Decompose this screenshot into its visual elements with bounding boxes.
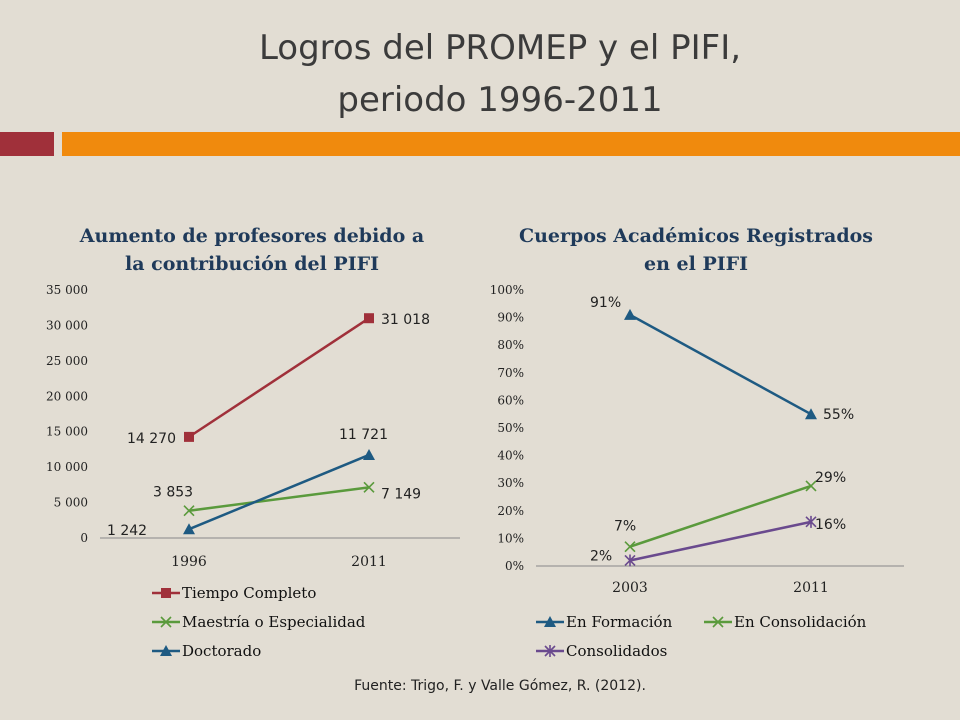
data-label: 16% [815, 517, 846, 533]
y-tick-label: 20% [497, 504, 524, 518]
data-label: 7% [614, 519, 636, 535]
series-line [629, 520, 812, 562]
legend-marker [161, 588, 171, 598]
data-point [183, 523, 195, 535]
legend-marker [712, 616, 724, 628]
data-label: 29% [815, 470, 846, 486]
data-point [624, 541, 636, 553]
chart-title-line: la contribución del PIFI [125, 253, 379, 275]
data-label: 31 018 [381, 312, 430, 328]
data-point [805, 480, 817, 492]
chart-1: Aumento de profesores debido a la contrib… [46, 225, 460, 660]
y-tick-label: 60% [497, 393, 524, 407]
y-tick-label: 30% [497, 476, 524, 490]
y-tick-label: 70% [497, 366, 524, 380]
data-point [624, 554, 636, 567]
chart-title-line: Aumento de profesores debido a [79, 225, 424, 247]
y-tick-label: 10% [497, 531, 524, 545]
data-point [184, 431, 194, 442]
data-point [363, 481, 375, 493]
chart-2: Cuerpos Académicos Registrados en el PIFI… [490, 225, 904, 660]
data-label: 7 149 [381, 486, 421, 502]
x-tick-label: 1996 [171, 554, 207, 570]
title-line-2: periodo 1996-2011 [337, 80, 663, 120]
data-label: 55% [823, 407, 854, 423]
y-tick-label: 90% [497, 311, 524, 325]
legend-label: Consolidados [566, 642, 667, 660]
x-tick-label: 2003 [612, 580, 648, 596]
data-point [364, 313, 374, 324]
title-line-1: Logros del PROMEP y el PIFI, [258, 28, 742, 68]
legend-label: En Consolidación [734, 613, 867, 631]
y-tick-label: 10 000 [46, 460, 88, 474]
data-label: 3 853 [153, 485, 193, 501]
data-point [805, 515, 817, 528]
accent-bar-orange [62, 132, 960, 156]
series-line [188, 486, 370, 512]
y-tick-label: 30 000 [46, 318, 88, 332]
data-point [624, 308, 636, 320]
data-label: 14 270 [127, 431, 176, 447]
y-tick-label: 0 [80, 531, 88, 545]
y-tick-label: 15 000 [46, 425, 88, 439]
y-tick-label: 25 000 [46, 354, 88, 368]
legend-label: Doctorado [182, 642, 261, 660]
data-label: 91% [590, 295, 621, 311]
x-tick-label: 2011 [351, 554, 387, 570]
series-en-consolidación: 7% 29% [614, 470, 846, 553]
series-line [629, 484, 812, 548]
series-line [629, 313, 812, 416]
legend-marker [160, 616, 172, 628]
data-point [805, 408, 817, 420]
series-maestría-o-especialidad: 3 853 7 149 [153, 481, 421, 517]
y-tick-label: 35 000 [46, 283, 88, 297]
y-tick-label: 0% [505, 559, 524, 573]
legend-marker [544, 616, 556, 627]
y-tick-label: 5 000 [54, 496, 88, 510]
series-line [188, 317, 370, 438]
accent-bar-red [0, 132, 54, 156]
legend-marker [544, 645, 556, 657]
y-tick-label: 80% [497, 338, 524, 352]
legend: En Formación En Consolidación Consolidados [536, 613, 867, 660]
series-doctorado: 1 242 11 721 [107, 427, 388, 539]
series-en-formación: 91% 55% [590, 295, 854, 423]
legend-label: Tiempo Completo [182, 584, 316, 602]
data-point [183, 505, 195, 517]
chart-title-line: en el PIFI [644, 253, 748, 275]
y-tick-label: 100% [490, 283, 524, 297]
data-label: 1 242 [107, 523, 147, 539]
series-tiempo-completo: 14 270 31 018 [127, 312, 430, 447]
data-label: 11 721 [339, 427, 388, 443]
y-tick-label: 20 000 [46, 389, 88, 403]
series-consolidados: 2% 16% [590, 515, 846, 567]
chart-title-line: Cuerpos Académicos Registrados [519, 225, 873, 247]
source-footnote: Fuente: Trigo, F. y Valle Gómez, R. (201… [354, 678, 646, 694]
series-line [188, 453, 370, 531]
y-tick-label: 50% [497, 421, 524, 435]
data-label: 2% [590, 548, 612, 564]
x-tick-label: 2011 [793, 580, 829, 596]
legend-marker [160, 645, 172, 656]
legend-label: En Formación [566, 613, 673, 631]
page-title: Logros del PROMEP y el PIFI, periodo 199… [0, 22, 960, 126]
legend-label: Maestría o Especialidad [182, 613, 366, 631]
legend: Tiempo Completo Maestría o Especialidad Do… [152, 584, 366, 660]
y-tick-label: 40% [497, 449, 524, 463]
data-point [363, 448, 375, 460]
